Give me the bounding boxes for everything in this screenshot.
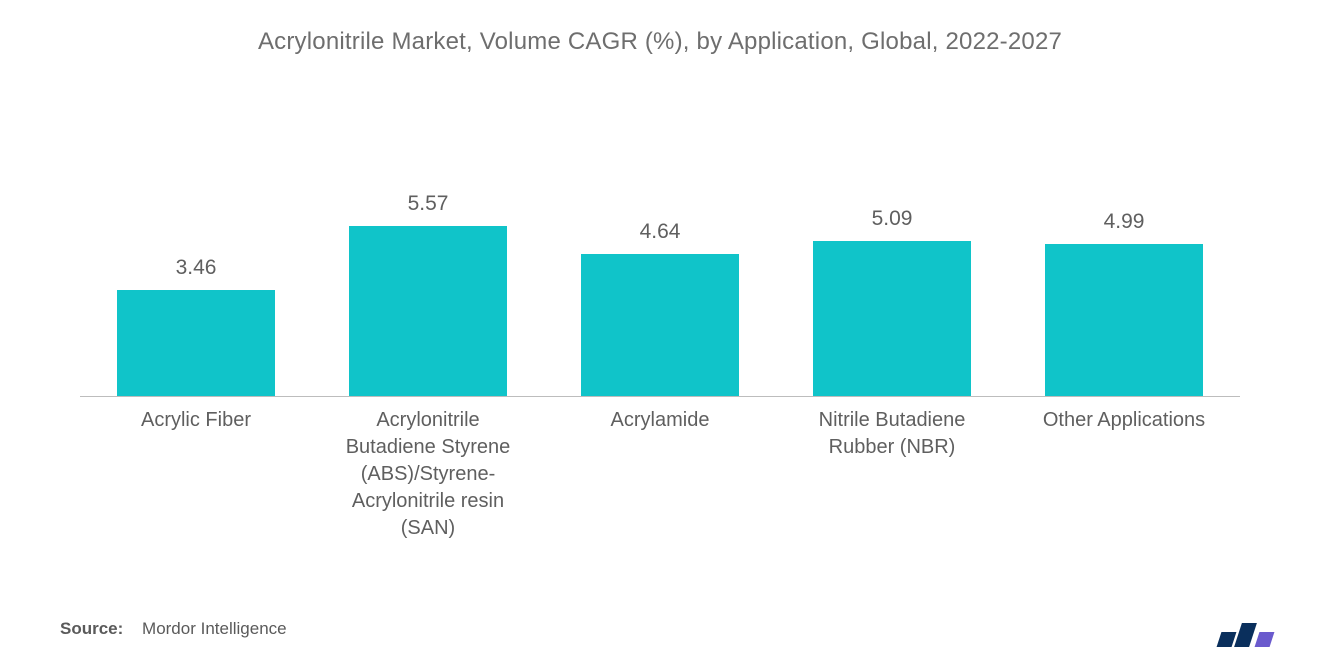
bar-col: 5.09 <box>792 207 992 396</box>
brand-logo-icon <box>1219 623 1272 647</box>
category-label: Acrylamide <box>560 407 760 542</box>
x-axis-line <box>80 396 1240 397</box>
logo-shape <box>1234 623 1257 647</box>
bar-chart: 3.46 5.57 4.64 5.09 4.99 <box>60 136 1260 396</box>
bar-col: 4.99 <box>1024 210 1224 396</box>
logo-shape <box>1255 632 1275 647</box>
bar-value: 3.46 <box>176 256 217 280</box>
source-footer: Source: Mordor Intelligence <box>60 619 287 639</box>
category-label: Nitrile Butadiene Rubber (NBR) <box>792 407 992 542</box>
chart-title: Acrylonitrile Market, Volume CAGR (%), b… <box>60 28 1260 56</box>
category-label: Acrylic Fiber <box>96 407 296 542</box>
source-label: Source: <box>60 619 123 638</box>
bar <box>117 290 275 396</box>
category-row: Acrylic Fiber Acrylonitrile Butadiene St… <box>60 407 1260 542</box>
bar-col: 4.64 <box>560 220 760 396</box>
bar <box>581 254 739 396</box>
bar-value: 4.99 <box>1104 210 1145 234</box>
bar <box>1045 244 1203 396</box>
bar-value: 5.57 <box>408 192 449 216</box>
source-value: Mordor Intelligence <box>142 619 287 638</box>
logo-shape <box>1217 632 1237 647</box>
category-label: Acrylonitrile Butadiene Styrene (ABS)/St… <box>328 407 528 542</box>
category-label: Other Applications <box>1024 407 1224 542</box>
bar <box>813 241 971 396</box>
bar <box>349 226 507 396</box>
bar-value: 4.64 <box>640 220 681 244</box>
bar-col: 3.46 <box>96 256 296 396</box>
bar-col: 5.57 <box>328 192 528 396</box>
bar-value: 5.09 <box>872 207 913 231</box>
